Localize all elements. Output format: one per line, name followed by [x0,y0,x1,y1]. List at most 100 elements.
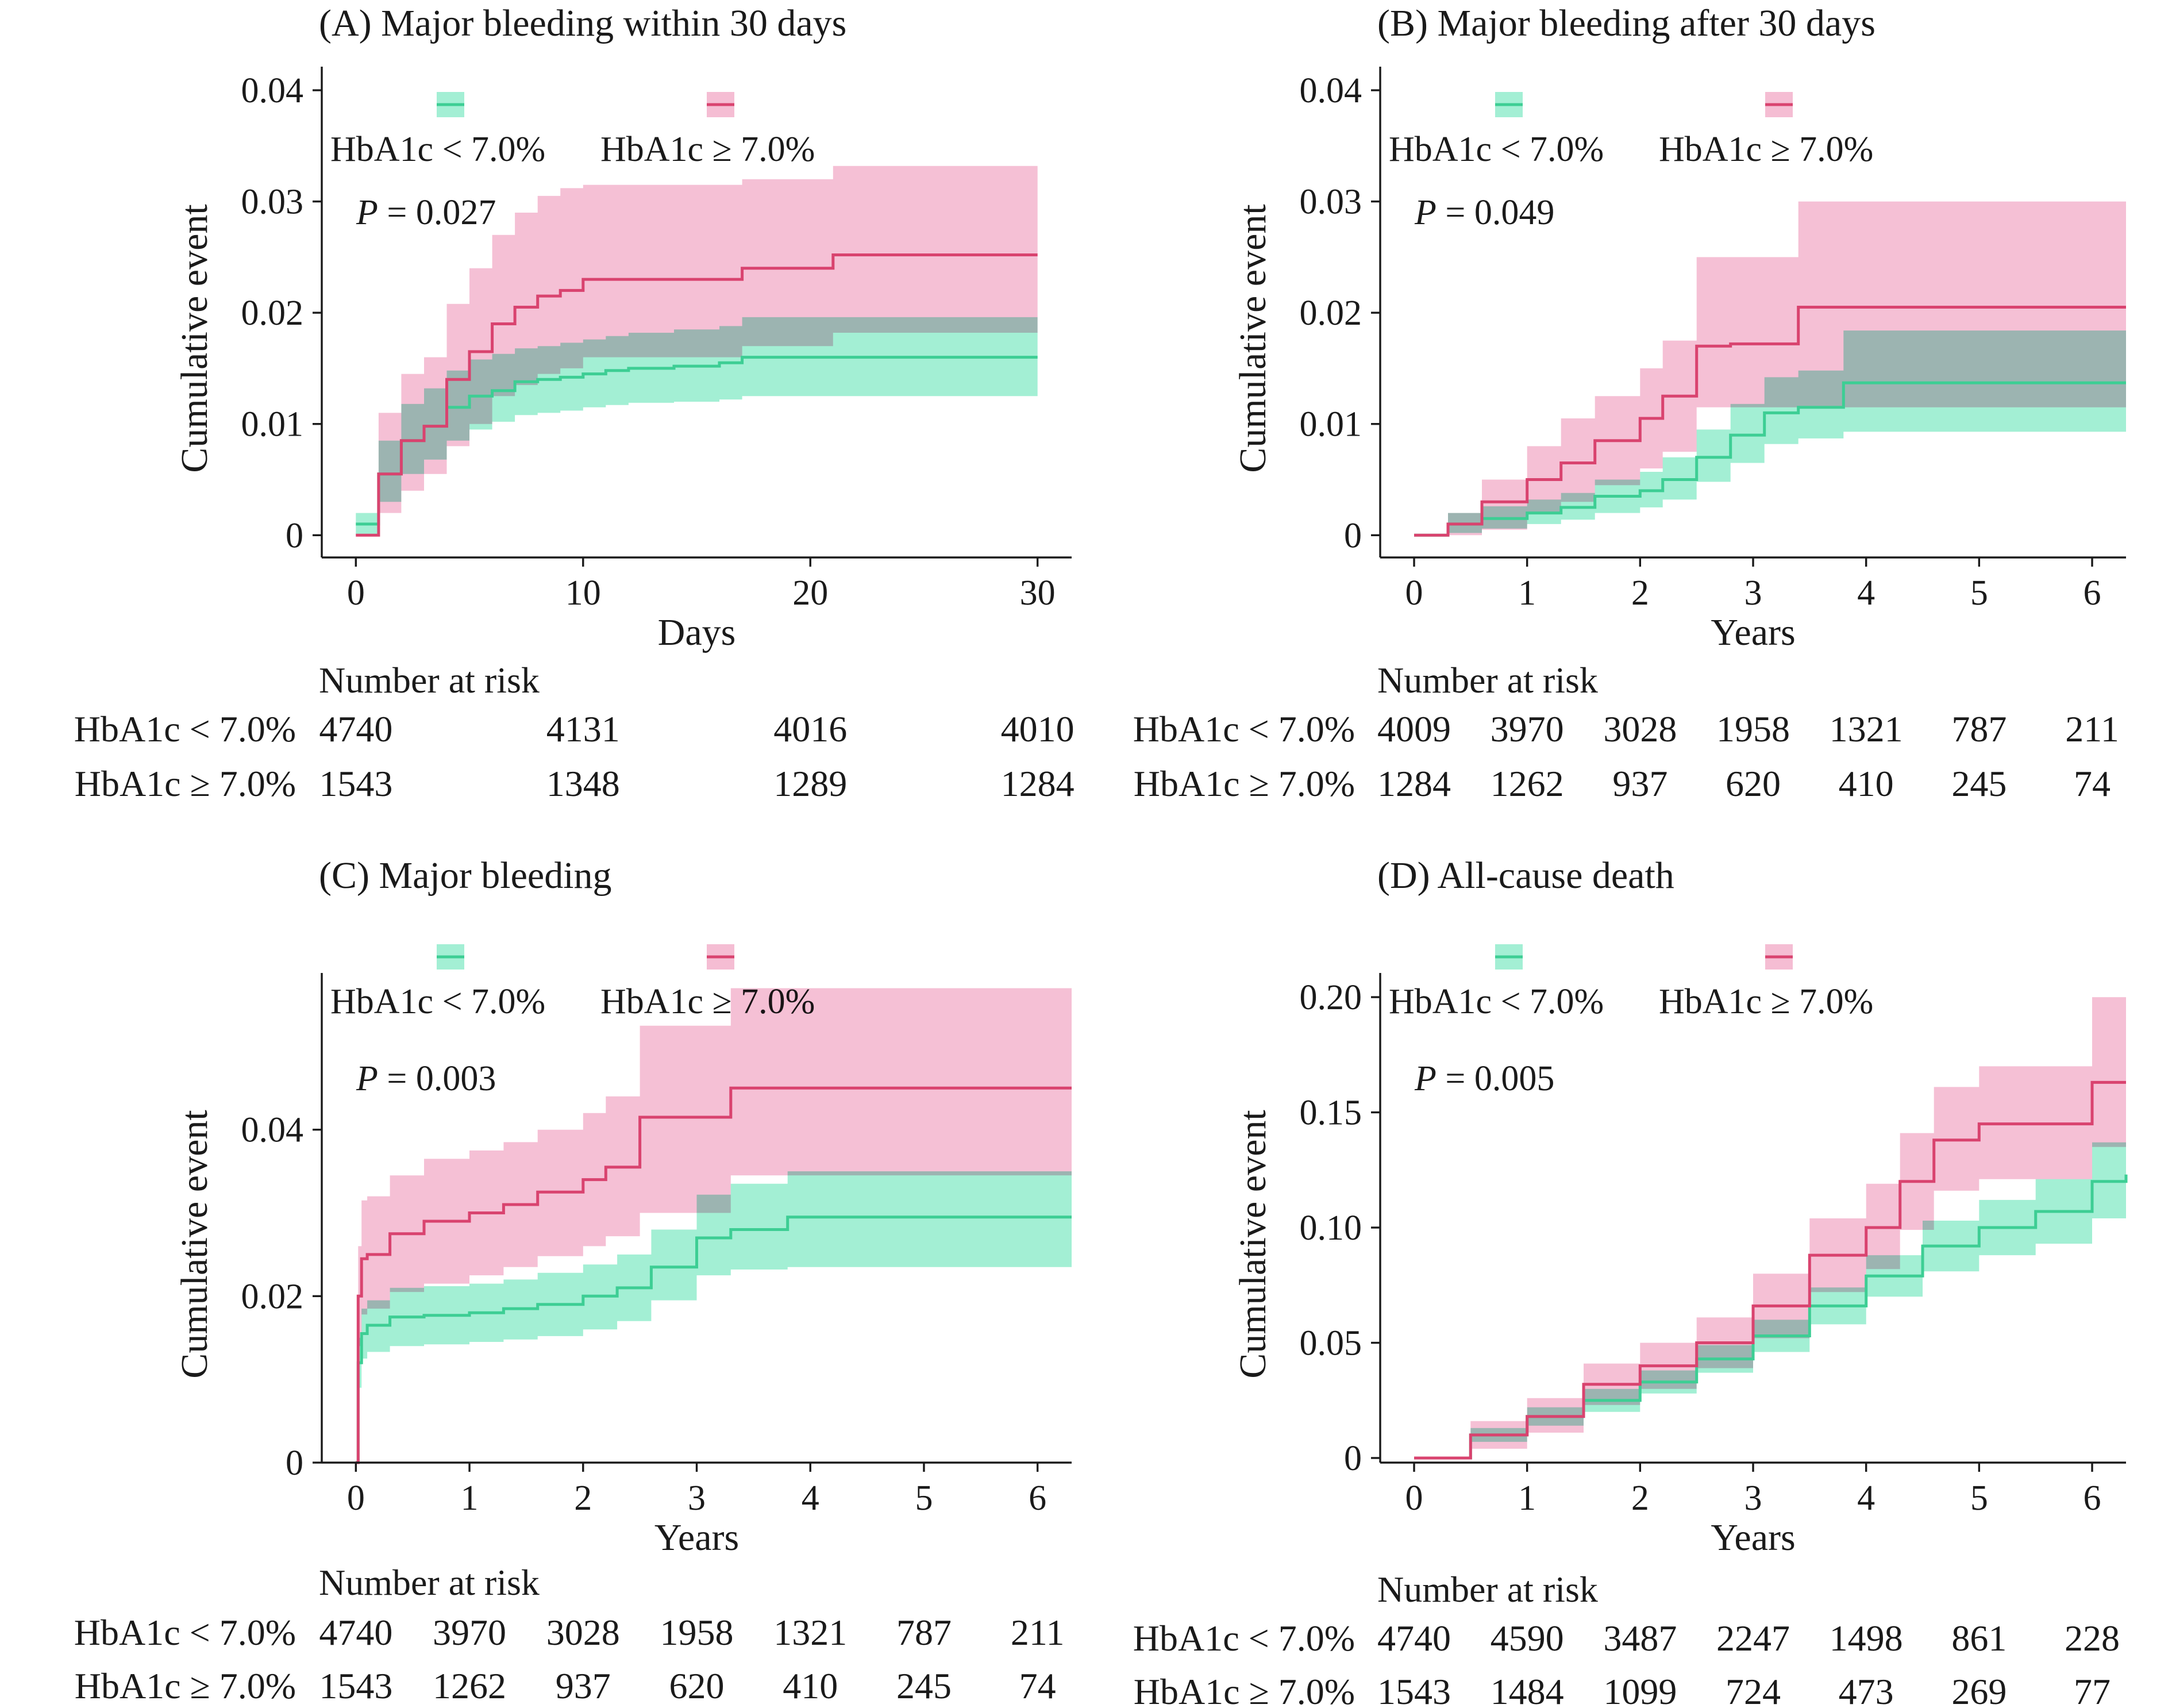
x-axis-label: Years [654,1517,739,1559]
risk-count-high: 245 [896,1665,952,1706]
risk-table-header: Number at risk [1377,1569,1598,1610]
risk-count-low: 4010 [1001,709,1075,749]
legend-swatch-low [437,944,464,970]
risk-count-low: 4590 [1491,1618,1564,1659]
p-value-text: = 0.027 [378,193,496,232]
x-tick-label: 10 [565,574,601,613]
panel-title: (C) Major bleeding [319,855,612,897]
y-tick-label: 0.04 [241,71,304,110]
y-tick-label: 0 [286,1444,303,1483]
x-tick-label: 2 [1631,574,1649,613]
legend-label-high: HbA1c ≥ 7.0% [600,130,815,169]
risk-row-label-low: HbA1c < 7.0% [74,709,296,749]
x-tick-label: 0 [347,574,365,613]
x-tick-label: 2 [574,1479,592,1518]
risk-count-low: 1958 [1716,709,1790,749]
risk-count-high: 74 [2074,763,2111,804]
y-tick-label: 0.04 [241,1111,304,1150]
y-tick-label: 0.02 [241,294,304,333]
p-value: P = 0.005 [1414,1059,1554,1098]
ci-band-high [1414,201,2126,536]
x-tick-label: 4 [1857,1479,1875,1518]
legend-swatch-low [437,92,464,117]
legend-label-low: HbA1c < 7.0% [330,130,545,169]
y-tick-label: 0.05 [1300,1324,1362,1363]
x-tick-label: 5 [1970,574,1988,613]
risk-count-low: 4740 [319,1612,392,1653]
y-tick-label: 0.04 [1300,71,1362,110]
risk-count-low: 4131 [546,709,620,749]
x-tick-label: 1 [1518,1479,1536,1518]
x-tick-label: 6 [2084,574,2101,613]
risk-count-low: 3970 [433,1612,506,1653]
risk-count-high: 1543 [1377,1671,1451,1708]
risk-count-high: 74 [1019,1665,1056,1706]
risk-count-low: 3970 [1491,709,1564,749]
risk-count-low: 3487 [1603,1618,1677,1659]
risk-count-high: 1262 [1491,763,1564,804]
risk-count-low: 1958 [660,1612,734,1653]
y-tick-label: 0.01 [241,405,304,444]
series-line-high [356,1086,1072,1464]
y-axis-label: Cumulative event [1232,204,1274,472]
risk-count-high: 77 [2074,1671,2111,1708]
p-value-symbol: P [356,1059,378,1098]
panel-a: (A) Major bleeding within 30 days HbA1c <… [74,2,1075,804]
risk-count-high: 1099 [1603,1671,1677,1708]
x-tick-label: 1 [461,1479,479,1518]
risk-row-label-high: HbA1c ≥ 7.0% [75,1665,296,1706]
p-value-text: = 0.005 [1437,1059,1554,1098]
risk-table-header: Number at risk [1377,660,1598,701]
x-tick-label: 4 [1857,574,1875,613]
legend-label-high: HbA1c ≥ 7.0% [1659,982,1873,1021]
x-tick-label: 3 [1744,1479,1762,1518]
risk-row-label-high: HbA1c ≥ 7.0% [75,763,296,804]
x-tick-label: 30 [1020,574,1056,613]
risk-count-low: 2247 [1716,1618,1790,1659]
risk-row-label-low: HbA1c < 7.0% [74,1612,296,1653]
series-line-low [356,1215,1072,1464]
risk-count-high: 1543 [319,1665,392,1706]
risk-count-low: 4740 [319,709,392,749]
x-tick-label: 4 [802,1479,819,1518]
y-tick-label: 0.10 [1300,1209,1362,1248]
risk-count-high: 620 [669,1665,725,1706]
x-tick-label: 5 [1970,1479,1988,1518]
risk-count-low: 787 [1951,709,2007,749]
risk-table-header: Number at risk [319,1562,540,1603]
series-line-low [1414,381,2126,537]
risk-count-low: 3028 [1603,709,1677,749]
x-tick-label: 0 [347,1479,365,1518]
y-axis-label: Cumulative event [174,1110,215,1378]
x-tick-label: 20 [792,574,828,613]
p-value-text: = 0.003 [378,1059,496,1098]
risk-count-low: 1321 [773,1612,847,1653]
risk-count-high: 724 [1726,1671,1781,1708]
x-axis-label: Years [1711,611,1795,653]
series-line-high [1414,1080,2126,1460]
risk-count-low: 861 [1951,1618,2007,1659]
risk-table-header: Number at risk [319,660,540,701]
risk-count-high: 1289 [773,763,847,804]
x-tick-label: 0 [1405,1479,1423,1518]
risk-count-low: 4009 [1377,709,1451,749]
ci-band-high [356,166,1038,536]
legend-swatch-high [707,944,734,970]
risk-count-high: 937 [556,1665,611,1706]
series-line-high [356,253,1038,537]
x-axis-label: Days [658,611,736,653]
p-value-symbol: P [1414,1059,1437,1098]
y-axis-label: Cumulative event [1232,1110,1274,1378]
risk-count-high: 1348 [546,763,620,804]
risk-count-low: 3028 [546,1612,620,1653]
y-tick-label: 0.15 [1300,1094,1362,1133]
p-value: P = 0.049 [1414,193,1554,232]
y-tick-label: 0.03 [1300,183,1362,222]
p-value-symbol: P [356,193,378,232]
panel-c: (C) Major bleeding HbA1c < 7.0% HbA1c ≥ 7.… [74,855,1072,1706]
x-tick-label: 6 [2084,1479,2101,1518]
risk-row-label-low: HbA1c < 7.0% [1133,709,1355,749]
y-tick-label: 0.02 [241,1277,304,1316]
x-axis-label: Years [1711,1517,1795,1559]
